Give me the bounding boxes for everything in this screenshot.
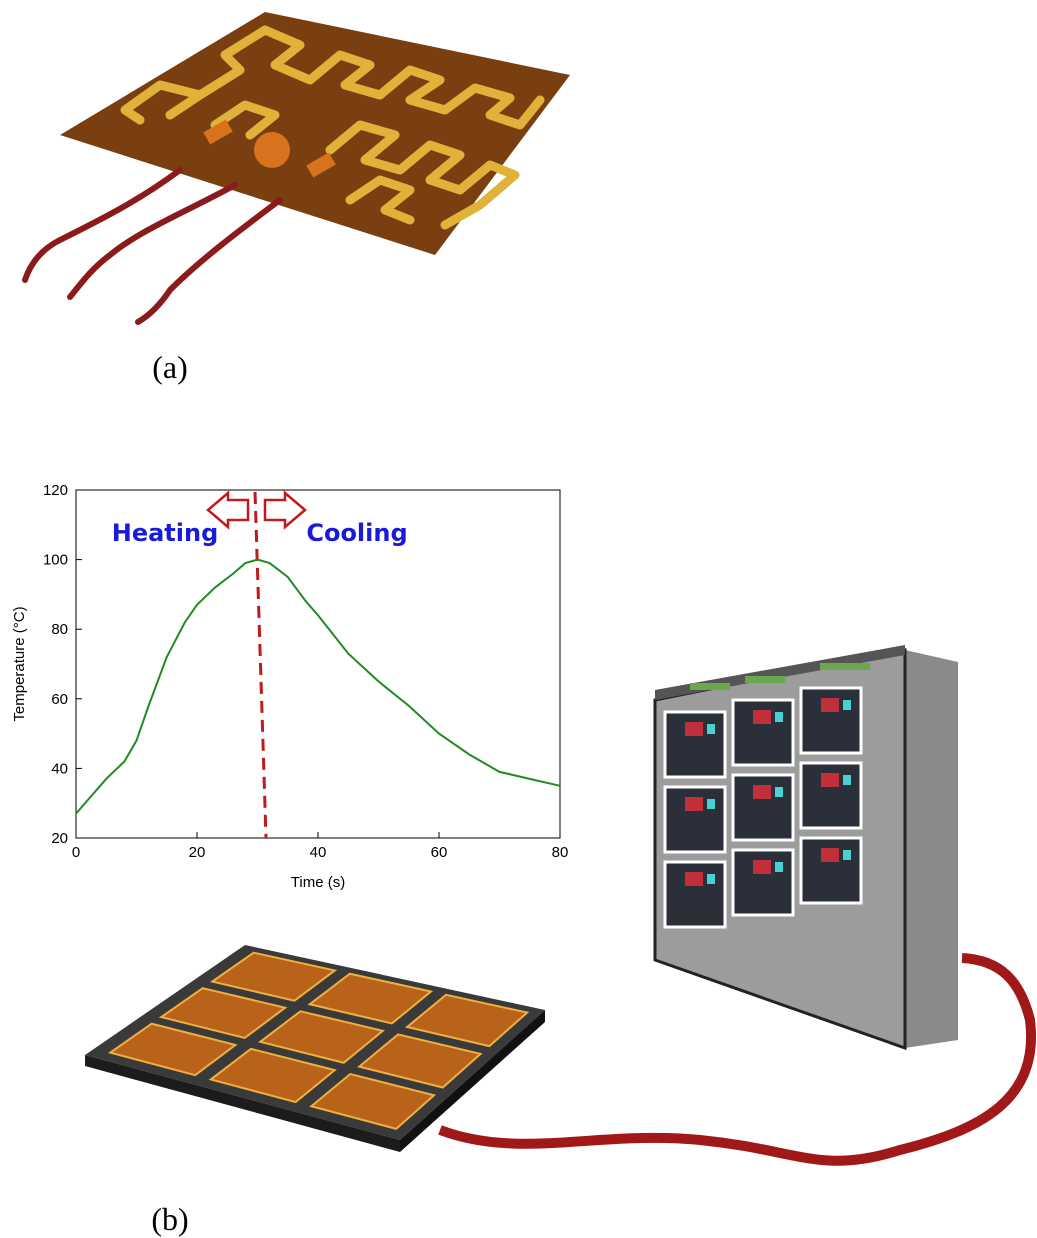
right-arrow <box>265 493 305 527</box>
y-tick-label: 80 <box>51 621 68 638</box>
x-tick-label: 40 <box>310 844 327 861</box>
x-axis-label: Time (s) <box>291 874 345 891</box>
y-tick-label: 20 <box>51 830 68 847</box>
display <box>753 860 771 874</box>
divider-line <box>255 492 266 838</box>
display <box>753 710 771 724</box>
indicator <box>843 700 851 710</box>
control-panel <box>801 763 861 828</box>
control-panel <box>733 700 793 765</box>
display <box>821 773 839 787</box>
display <box>753 785 771 799</box>
indicator <box>775 787 783 797</box>
y-tick-label: 120 <box>43 482 68 499</box>
control-panel <box>665 787 725 852</box>
y-tick-label: 40 <box>51 760 68 777</box>
annotation: Cooling <box>306 519 407 547</box>
y-tick-label: 60 <box>51 691 68 708</box>
indicator <box>707 799 715 809</box>
y-tick-label: 100 <box>43 552 68 569</box>
pad-array-illustration <box>85 945 545 1152</box>
indicator <box>775 712 783 722</box>
display <box>685 722 703 736</box>
indicator <box>843 850 851 860</box>
panel-label: (a) <box>152 349 188 385</box>
display <box>821 698 839 712</box>
x-tick-label: 60 <box>431 844 448 861</box>
display <box>685 797 703 811</box>
chart: Heating Cooling Time (s) Temperature (°C… <box>11 482 568 891</box>
control-panel <box>733 850 793 915</box>
display <box>821 848 839 862</box>
x-tick-label: 80 <box>552 844 569 861</box>
controller-cabinet-illustration <box>655 645 958 1048</box>
panel-label: (b) <box>151 1201 188 1237</box>
control-panel <box>733 775 793 840</box>
x-tick-label: 0 <box>72 844 80 861</box>
figure: (a) Heating Cooling Time (s) Temperature… <box>0 0 1037 1238</box>
display <box>685 872 703 886</box>
y-axis-label: Temperature (°C) <box>11 606 28 721</box>
data-line <box>76 560 560 814</box>
x-tick-label: 20 <box>189 844 206 861</box>
indicator <box>707 724 715 734</box>
indicator <box>707 874 715 884</box>
control-panel <box>665 712 725 777</box>
control-panel <box>801 838 861 903</box>
control-panel <box>801 688 861 753</box>
heater-illustration <box>25 12 570 322</box>
indicator <box>775 862 783 872</box>
annotation: Heating <box>112 519 219 547</box>
control-panel <box>665 862 725 927</box>
indicator <box>843 775 851 785</box>
